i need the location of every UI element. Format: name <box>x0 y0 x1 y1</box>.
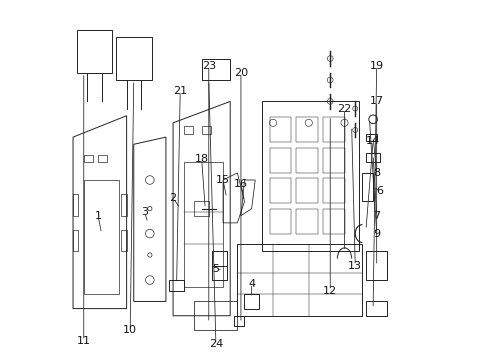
Text: 5: 5 <box>212 264 219 274</box>
Text: 12: 12 <box>323 286 337 296</box>
Bar <box>183 162 223 287</box>
Bar <box>98 155 107 162</box>
Bar <box>323 178 344 203</box>
Text: 20: 20 <box>233 68 247 78</box>
Text: 21: 21 <box>173 86 187 96</box>
Bar <box>323 148 344 173</box>
Text: 15: 15 <box>216 175 229 185</box>
Bar <box>365 301 386 316</box>
Bar <box>296 208 317 234</box>
Bar <box>365 153 380 162</box>
Text: 3: 3 <box>141 207 148 217</box>
Text: 7: 7 <box>372 211 380 221</box>
Text: 22: 22 <box>337 104 351 113</box>
Bar <box>194 301 237 330</box>
Text: 4: 4 <box>247 279 255 289</box>
Bar <box>83 180 119 294</box>
Bar <box>244 294 258 309</box>
Bar <box>183 126 192 134</box>
Text: 24: 24 <box>208 339 223 349</box>
Text: 18: 18 <box>194 154 208 163</box>
Bar <box>233 316 244 327</box>
Text: 19: 19 <box>369 61 383 71</box>
Bar <box>269 178 290 203</box>
Text: 2: 2 <box>169 193 176 203</box>
Text: 1: 1 <box>94 211 102 221</box>
Text: 9: 9 <box>372 229 380 239</box>
Bar <box>269 148 290 173</box>
Bar <box>212 266 226 280</box>
Bar <box>269 208 290 234</box>
Bar <box>269 117 290 143</box>
Text: 11: 11 <box>77 336 91 346</box>
Text: 10: 10 <box>123 325 137 335</box>
Bar <box>323 208 344 234</box>
Bar <box>169 280 183 291</box>
Text: 16: 16 <box>233 179 247 189</box>
Text: 14: 14 <box>366 136 379 146</box>
Bar <box>296 148 317 173</box>
Bar <box>73 194 78 216</box>
Text: 17: 17 <box>369 96 383 107</box>
Bar <box>73 230 78 251</box>
Text: 23: 23 <box>202 61 215 71</box>
Bar <box>121 194 126 216</box>
Bar <box>194 202 208 216</box>
Bar <box>212 251 226 266</box>
Bar <box>323 117 344 143</box>
Bar <box>201 59 230 80</box>
Bar <box>296 117 317 143</box>
Text: 8: 8 <box>372 168 380 178</box>
Text: 6: 6 <box>376 186 383 196</box>
Bar <box>365 134 376 141</box>
Bar <box>201 126 210 134</box>
Text: 13: 13 <box>347 261 362 271</box>
Bar <box>121 230 126 251</box>
Bar <box>83 155 93 162</box>
Bar <box>296 178 317 203</box>
